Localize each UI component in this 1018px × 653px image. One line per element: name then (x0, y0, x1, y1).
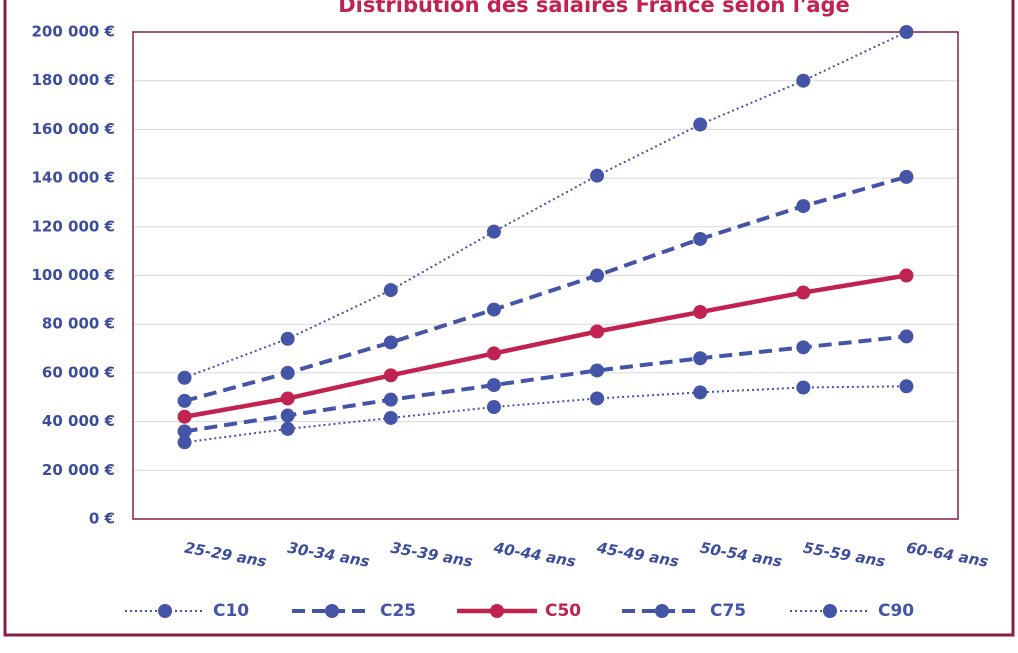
series-line (184, 385, 907, 444)
y-tick-label: 120 000 € (31, 217, 115, 235)
y-tick-label: 140 000 € (31, 169, 115, 187)
legend-label: C25 (380, 601, 416, 621)
marker (590, 363, 605, 378)
marker (796, 340, 811, 355)
y-tick-label: 100 000 € (31, 266, 115, 284)
marker (796, 285, 811, 300)
y-tick-label: 0 € (89, 510, 115, 528)
marker (280, 391, 295, 406)
marker (693, 305, 708, 320)
marker (383, 283, 398, 298)
x-tick-label: 30-34 ans (286, 539, 371, 571)
frame (3, 0, 1015, 637)
y-tick-label: 40 000 € (42, 412, 115, 430)
y-tick-label: 160 000 € (31, 120, 115, 138)
x-tick-label: 55-59 ans (802, 539, 887, 571)
y-tick-label: 60 000 € (42, 363, 115, 381)
marker (280, 365, 295, 380)
marker (693, 231, 708, 246)
marker (486, 302, 501, 317)
marker (383, 368, 398, 383)
legend-marker (655, 604, 669, 618)
y-tick-label: 20 000 € (42, 461, 115, 479)
marker (590, 391, 605, 406)
x-tick-label: 45-49 ans (595, 538, 681, 570)
plot-area (132, 31, 959, 520)
legend-marker (823, 604, 837, 618)
marker (486, 378, 501, 393)
marker (590, 324, 605, 339)
y-tick-label: 80 000 € (42, 315, 115, 333)
marker (796, 73, 811, 88)
marker (590, 268, 605, 283)
marker (486, 399, 501, 414)
legend-marker (490, 604, 504, 618)
legend-label: C75 (710, 601, 746, 621)
marker (796, 199, 811, 214)
marker (486, 346, 501, 361)
marker (280, 331, 295, 346)
legend-label: C50 (545, 601, 581, 621)
chart-title: Distribution des salaires France selon l… (338, 0, 850, 17)
x-tick-label: 40-44 ans (491, 538, 577, 570)
y-tick-label: 180 000 € (31, 71, 115, 89)
marker (899, 169, 914, 184)
legend-marker (325, 604, 339, 618)
marker (177, 393, 192, 408)
marker (693, 385, 708, 400)
marker (383, 335, 398, 350)
marker (693, 117, 708, 132)
marker (590, 168, 605, 183)
marker (899, 268, 914, 283)
legend-label: C10 (213, 601, 249, 621)
legend-label: C90 (878, 601, 914, 621)
marker (899, 379, 914, 394)
marker (383, 392, 398, 407)
series-line (184, 31, 907, 379)
series-line (184, 273, 907, 419)
marker (280, 408, 295, 423)
x-tick-label: 25-29 ans (183, 539, 268, 571)
series-line (184, 174, 907, 403)
marker (177, 370, 192, 385)
marker (177, 424, 192, 439)
marker (796, 380, 811, 395)
marker (486, 224, 501, 239)
marker (177, 409, 192, 424)
series-line (184, 334, 907, 434)
marker (899, 329, 914, 344)
x-tick-label: 60-64 ans (905, 539, 990, 571)
legend-marker (158, 604, 172, 618)
y-tick-label: 200 000 € (31, 23, 115, 41)
x-tick-label: 50-54 ans (699, 539, 784, 571)
marker (693, 351, 708, 366)
marker (383, 410, 398, 425)
marker (280, 421, 295, 436)
marker (899, 25, 914, 39)
marker (177, 435, 192, 450)
x-tick-label: 35-39 ans (389, 539, 474, 571)
